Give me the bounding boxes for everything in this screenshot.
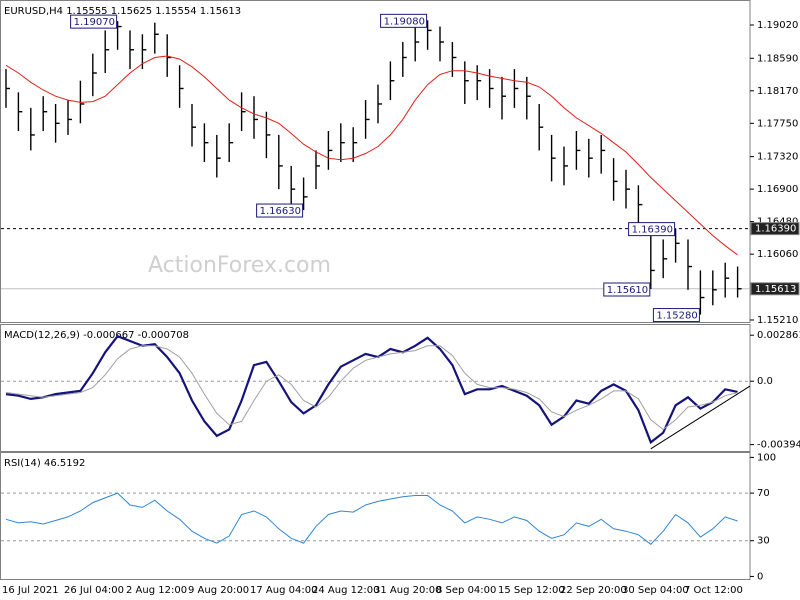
x-tick-label: 17 Aug 04:00 [250,585,317,596]
x-tick-label: 7 Oct 12:00 [684,585,743,596]
panel-frame [0,452,751,580]
y-tick-label: -0.00394 [757,440,800,451]
annotation-box [380,13,428,28]
x-tick-label: 31 Aug 20:00 [374,585,441,596]
annotation-box [603,282,651,297]
x-tick-label: 16 Jul 2021 [2,585,59,596]
panel-frame [0,324,751,452]
x-tick-label: 8 Sep 04:00 [436,585,496,596]
annotation-box [628,222,676,237]
h-line-label-box [750,282,800,296]
moving-average [5,55,738,256]
annotation-label: 1.15280 [656,311,697,322]
y-tick-label: 30 [757,536,770,547]
panel-title: RSI(14) 46.5192 [4,458,85,469]
watermark: ActionForex.com [148,253,331,278]
annotation-box [652,308,700,323]
macd-line [5,334,738,445]
x-tick-label: 9 Aug 20:00 [188,585,249,596]
y-tick-label: 1.17750 [757,118,798,129]
h-line-label: 1.15613 [755,284,796,295]
y-tick-label: 1.18170 [757,86,798,97]
h-line-label: 1.16390 [755,224,796,235]
y-tick-label: 0 [757,571,763,582]
x-tick-label: 15 Sep 12:00 [498,585,565,596]
y-tick-label: 1.17320 [757,152,798,163]
annotation-box [256,203,304,218]
x-tick-label: 2 Aug 12:00 [126,585,187,596]
trendline [650,385,751,450]
x-tick-label: 24 Aug 12:00 [312,585,379,596]
x-tick-label: 26 Jul 04:00 [64,585,124,596]
y-tick-label: 0.0 [757,376,773,387]
y-tick-label: 1.16060 [757,249,798,260]
annotation-label: 1.15610 [607,285,648,296]
y-tick-label: 1.18590 [757,53,798,64]
panel-frame [0,0,751,323]
annotation-label: 1.16390 [632,225,673,236]
annotation-box [70,14,118,29]
y-tick-label: 70 [757,488,770,499]
y-tick-label: 1.16900 [757,184,798,195]
y-tick-label: 1.19020 [757,20,798,31]
h-line-label-box [750,222,800,236]
y-tick-label: 1.15210 [757,315,798,326]
y-tick-label: 0.002861 [757,330,800,341]
panel-title: MACD(12,26,9) -0.000667 -0.000708 [4,330,189,341]
macd-line [5,345,738,431]
annotation-label: 1.16630 [260,206,301,217]
y-tick-label: 100 [757,452,776,463]
annotation-label: 1.19080 [384,16,425,27]
annotation-label: 1.19070 [74,17,115,28]
rsi-line [5,492,738,545]
panel-title: EURUSD,H4 1.15555 1.15625 1.15554 1.1561… [4,6,241,17]
x-tick-label: 30 Sep 04:00 [622,585,689,596]
x-tick-label: 22 Sep 20:00 [560,585,627,596]
